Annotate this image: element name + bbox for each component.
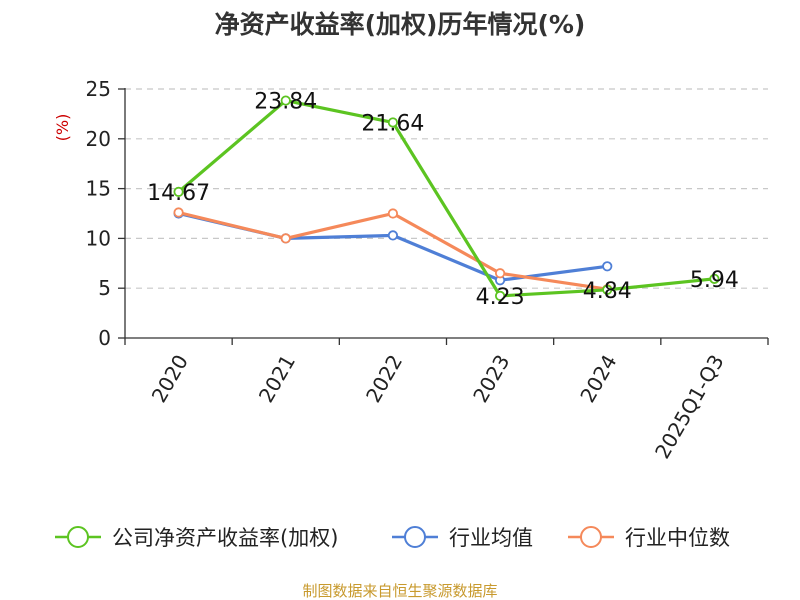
data-label: 4.23 bbox=[476, 285, 525, 310]
x-tick-label: 2023 bbox=[468, 351, 514, 407]
series-0 bbox=[173, 95, 720, 301]
series-line bbox=[178, 211, 608, 282]
x-tick-label: 2022 bbox=[361, 351, 407, 407]
x-tick-label: 2024 bbox=[575, 351, 621, 407]
data-point[interactable] bbox=[602, 261, 613, 272]
series-2 bbox=[173, 207, 613, 295]
legend[interactable]: 公司净资产收益率(加权) 行业均值 行业中位数 bbox=[55, 526, 730, 550]
y-tick-label: 25 bbox=[86, 77, 111, 101]
data-label: 21.64 bbox=[361, 111, 424, 136]
y-tick-label: 0 bbox=[98, 326, 111, 350]
data-label: 4.84 bbox=[583, 279, 632, 304]
x-tick-label: 2025Q1-Q3 bbox=[650, 351, 729, 463]
data-point[interactable] bbox=[173, 186, 184, 197]
data-point[interactable] bbox=[494, 290, 506, 301]
data-label: 23.84 bbox=[254, 90, 317, 115]
data-point[interactable] bbox=[173, 207, 184, 218]
data-point[interactable] bbox=[602, 284, 613, 295]
y-tick-label: 5 bbox=[98, 276, 111, 300]
grid-lines bbox=[125, 88, 768, 289]
data-point[interactable] bbox=[494, 268, 506, 279]
legend-item[interactable]: 公司净资产收益率(加权) bbox=[55, 526, 338, 550]
chart-title: 净资产收益率(加权)历年情况(%) bbox=[215, 10, 586, 39]
data-point[interactable] bbox=[387, 230, 399, 241]
y-tick-label: 15 bbox=[86, 177, 111, 201]
data-point[interactable] bbox=[387, 117, 399, 128]
data-label: 5.94 bbox=[690, 268, 739, 293]
series-line bbox=[177, 98, 715, 298]
legend-item[interactable]: 行业均值 bbox=[392, 526, 533, 550]
data-label: 14.67 bbox=[147, 181, 210, 206]
axes: 0 5 10 15 20 25 2020 2021 2022 2023 2024 2025Q1-Q3 bbox=[86, 77, 769, 463]
legend-label: 行业均值 bbox=[449, 526, 533, 550]
data-labels: 14.67 23.84 21.64 4.23 4.84 5.94 bbox=[147, 90, 739, 310]
legend-marker bbox=[580, 526, 602, 548]
series-line bbox=[178, 210, 608, 291]
legend-label: 行业中位数 bbox=[625, 526, 730, 550]
legend-item[interactable]: 行业中位数 bbox=[568, 526, 730, 550]
legend-label: 公司净资产收益率(加权) bbox=[112, 526, 338, 550]
series-layer bbox=[173, 95, 720, 301]
data-point[interactable] bbox=[709, 273, 720, 284]
y-tick-label: 20 bbox=[86, 127, 111, 151]
data-point[interactable] bbox=[387, 208, 399, 219]
y-tick-label: 10 bbox=[86, 226, 111, 250]
series-1 bbox=[173, 208, 613, 286]
legend-marker bbox=[67, 526, 89, 548]
x-tick-label: 2020 bbox=[147, 351, 193, 407]
data-point[interactable] bbox=[280, 233, 291, 244]
legend-marker bbox=[404, 526, 426, 548]
data-point[interactable] bbox=[280, 95, 291, 106]
y-axis-label: (%) bbox=[53, 114, 72, 142]
x-tick-label: 2021 bbox=[254, 351, 300, 407]
source-note: 制图数据来自恒生聚源数据库 bbox=[302, 582, 497, 600]
